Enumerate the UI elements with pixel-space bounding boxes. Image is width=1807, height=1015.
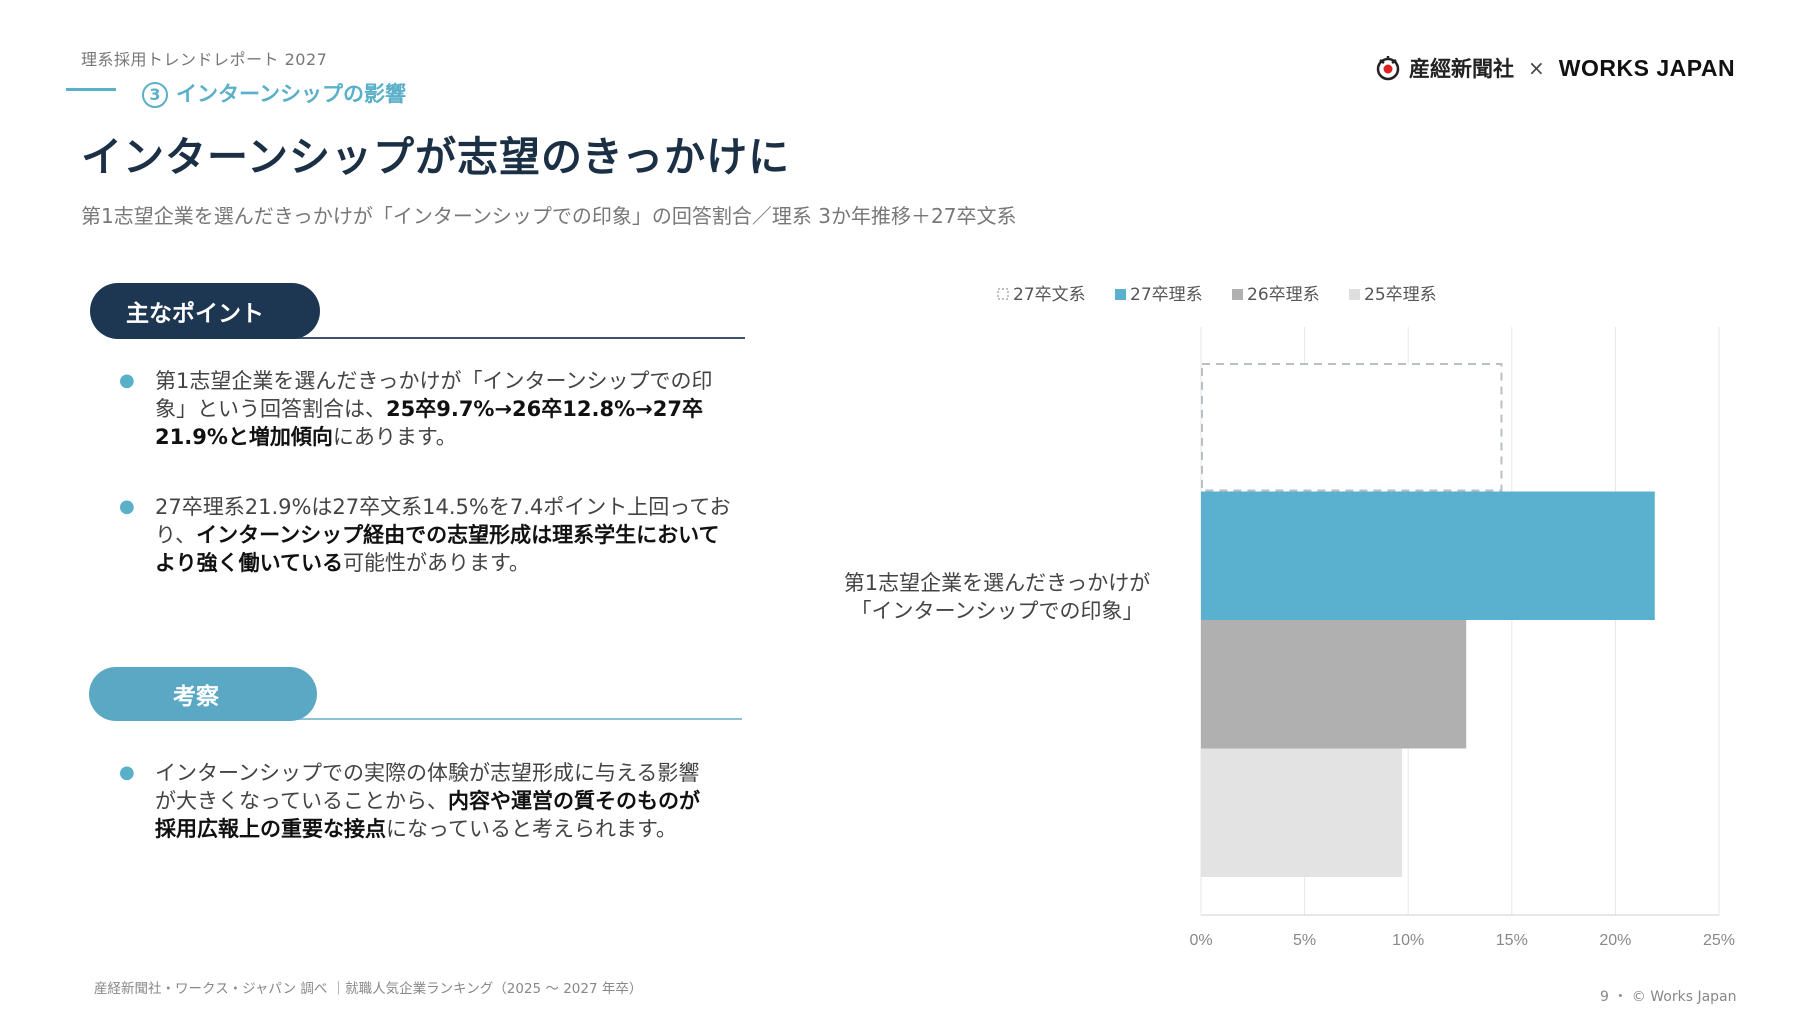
source-note: 産経新聞社・ワークス・ジャパン 調べ ｜就職人気企業ランキング（2025 ～ 2… — [94, 981, 643, 997]
insight-heading-label: 考察 — [173, 684, 219, 710]
bullet-dot-icon: ● — [119, 762, 135, 783]
works-japan-logo-text: WORKS JAPAN — [1558, 54, 1736, 81]
legend-label: 27卒理系 — [1130, 285, 1203, 305]
page-title: インターンシップが志望のきっかけに — [81, 133, 791, 181]
point-2-emphasis: インターンシップ経由での志望形成は理系学生においてより強く働いている — [155, 523, 720, 575]
legend-label: 25卒理系 — [1364, 285, 1437, 305]
point-1-text-end: にあります。 — [332, 425, 457, 449]
section-number-badge: 3 — [142, 82, 168, 108]
point-1-text: 第1志望企業を選んだきっかけが「インターンシップでの印象」という回答割合は、 — [155, 369, 713, 421]
legend-label: 27卒文系 — [1013, 285, 1086, 305]
x-tick-label: 25% — [1703, 932, 1735, 949]
bullet-dot-icon: ● — [119, 496, 135, 517]
insight-text-end: になっていると考えられます。 — [386, 817, 677, 841]
insight-text: インターンシップでの実際の体験が志望形成に与える影響が大きくなっていることから、 — [155, 761, 700, 813]
legend-swatch — [1232, 289, 1243, 300]
points-divider — [290, 337, 745, 339]
bullet-dot-icon: ● — [119, 370, 135, 391]
page-number: 9 ・ © Works Japan — [1600, 989, 1737, 1005]
bar-3 — [1201, 620, 1467, 749]
logo-times-sign: × — [1528, 56, 1545, 80]
x-tick-label: 5% — [1293, 932, 1316, 949]
points-heading-label: 主なポイント — [126, 301, 264, 327]
legend-swatch — [1115, 289, 1126, 300]
page-subtitle: 第1志望企業を選んだきっかけが「インターンシップでの印象」の回答割合／理系 3か… — [81, 204, 1017, 228]
bar-2 — [1201, 491, 1655, 620]
brand-logo: 産經新聞社 × WORKS JAPAN — [1375, 50, 1735, 86]
legend-label: 26卒理系 — [1247, 285, 1320, 305]
x-tick-label: 20% — [1599, 932, 1631, 949]
section-title: 3 インターンシップの影響 — [142, 78, 406, 108]
x-tick-label: 15% — [1496, 932, 1528, 949]
sankei-logo-text: 産經新聞社 — [1409, 57, 1514, 81]
legend-swatch — [1349, 289, 1360, 300]
sankei-emblem-icon — [1376, 56, 1400, 81]
section-accent-line — [66, 88, 116, 91]
x-tick-label: 10% — [1392, 932, 1424, 949]
points-heading-pill: 主なポイント — [90, 283, 320, 339]
point-bullet-1: ● 第1志望企業を選んだきっかけが「インターンシップでの印象」という回答割合は、… — [119, 367, 735, 451]
point-bullet-2: ● 27卒理系21.9%は27卒文系14.5%を7.4ポイント上回っており、イン… — [119, 493, 735, 577]
insight-bullet-1: ● インターンシップでの実際の体験が志望形成に与える影響が大きくなっていることか… — [119, 759, 715, 843]
point-1-emphasis: 25卒9.7%→26卒12.8%→27卒21.9%と増加傾向 — [155, 397, 703, 449]
report-label: 理系採用トレンドレポート 2027 — [81, 50, 328, 69]
category-label: 第1志望企業を選んだきっかけが — [844, 571, 1151, 595]
legend-swatch — [997, 288, 1009, 300]
point-2-text: 27卒理系21.9%は27卒文系14.5%を7.4ポイント上回っており、 — [155, 495, 731, 547]
category-label: 「インターンシップでの印象」 — [851, 599, 1144, 623]
point-2-text-end: 可能性があります。 — [342, 551, 530, 575]
insight-divider — [290, 718, 742, 720]
section-title-text: インターンシップの影響 — [176, 82, 406, 106]
bar-4 — [1201, 748, 1402, 877]
x-tick-label: 0% — [1189, 932, 1212, 949]
insight-emphasis: 内容や運営の質そのものが採用広報上の重要な接点 — [155, 789, 700, 841]
bar-1 — [1201, 363, 1503, 492]
insight-heading-pill: 考察 — [89, 667, 317, 721]
